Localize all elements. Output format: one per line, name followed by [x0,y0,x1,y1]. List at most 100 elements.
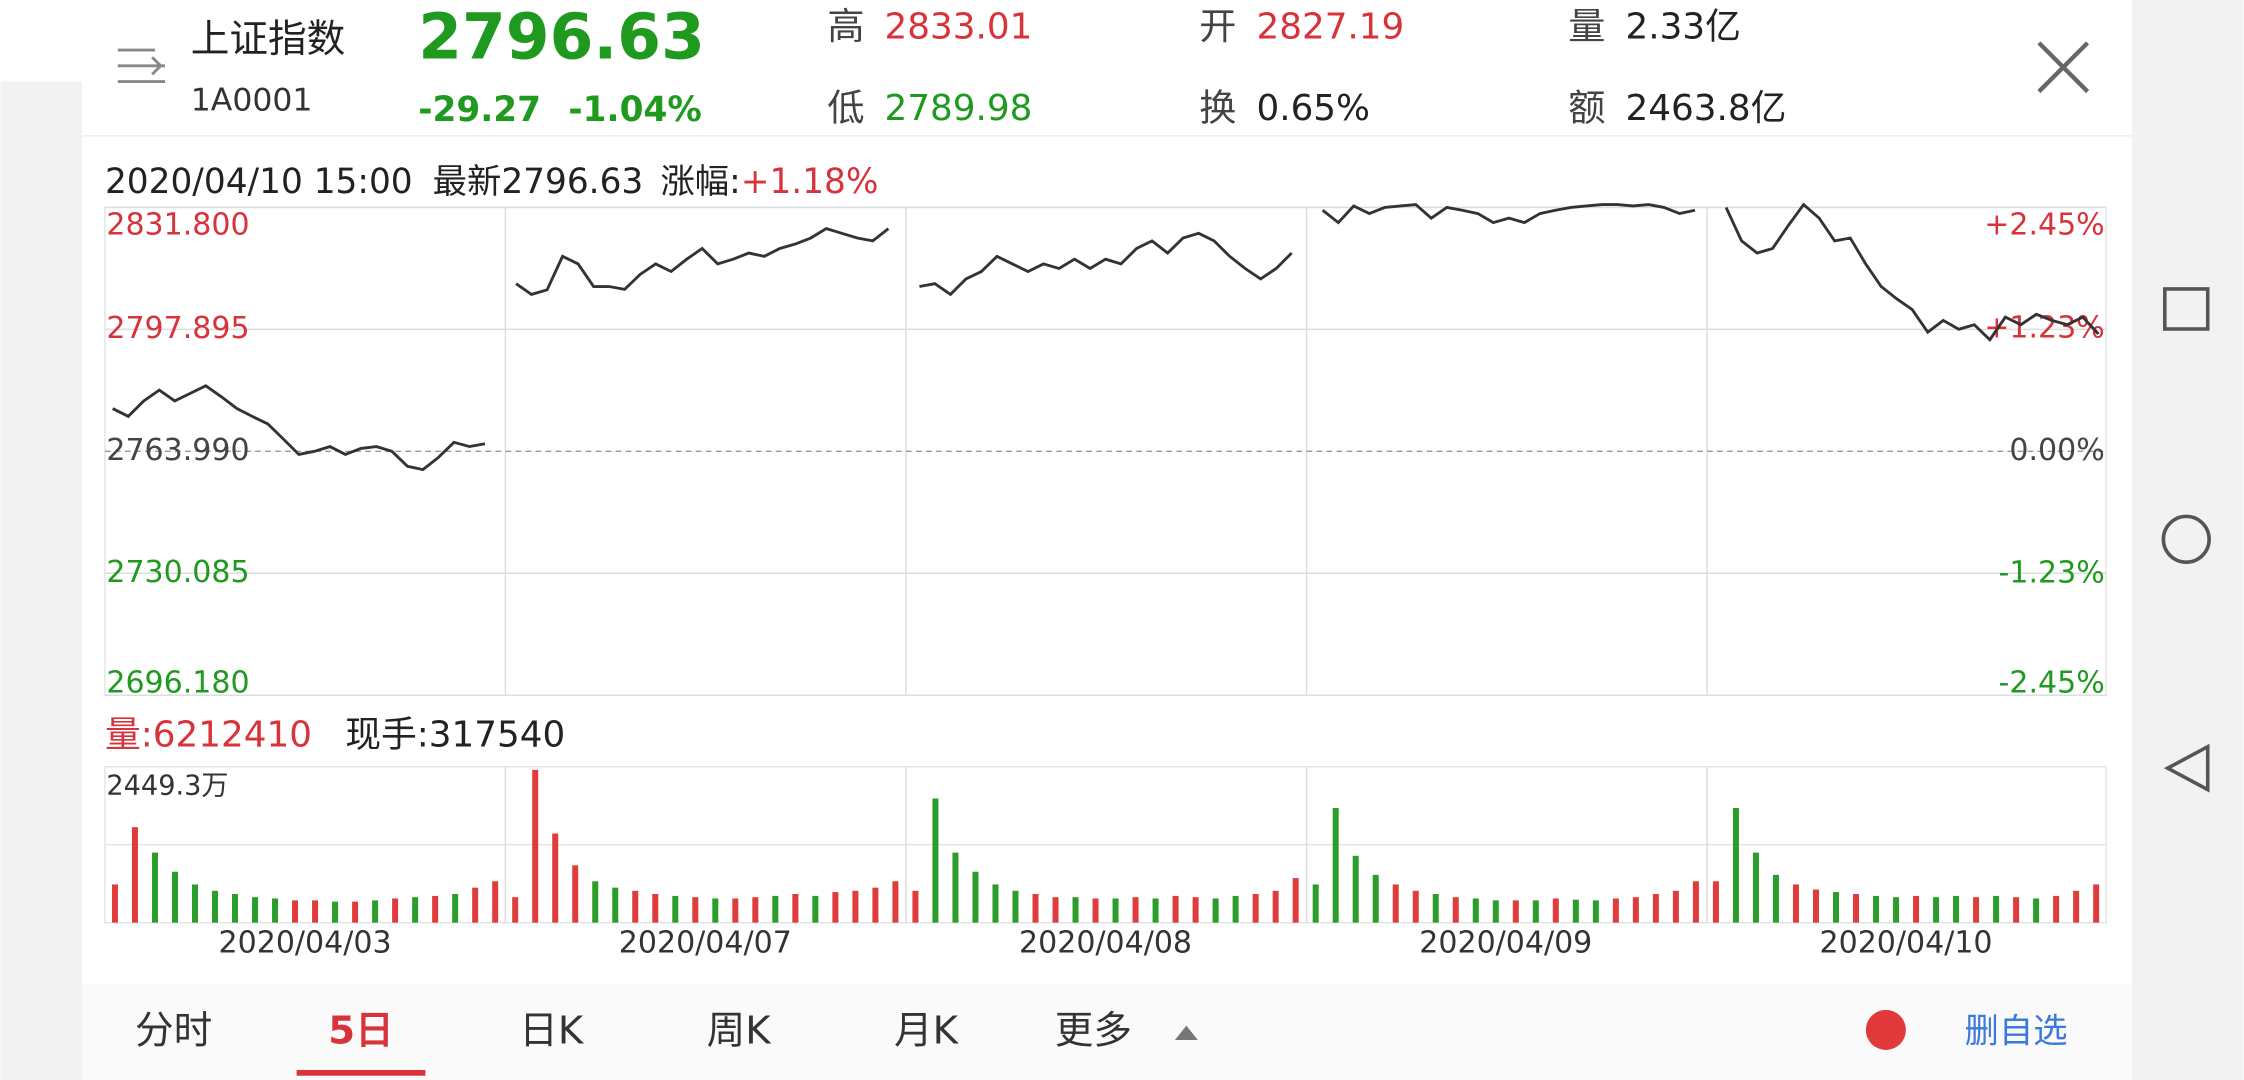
tab-underline [296,1069,426,1076]
volume-bar [1352,855,1359,923]
volume-bar [392,898,399,923]
y2-tick-label: 0.00% [2009,433,2104,468]
volume-bar [812,895,819,923]
volume-bar [1392,884,1399,923]
volume-bar [212,890,219,923]
volume-bar [1853,894,1860,923]
volume-bar [532,769,539,923]
volume-bar [912,890,919,923]
tab-bar [82,984,2132,1080]
volume-bar [1632,897,1639,923]
stat-value: 2789.98 [885,88,1033,129]
y-tick-label: 2696.180 [106,665,249,700]
volume-bar [1452,897,1459,923]
volume-bar [1412,890,1419,923]
info-change_label: 涨幅: [660,162,740,202]
nav-home[interactable] [2161,514,2211,564]
volume-bar [632,890,639,923]
stat-value: 2827.19 [1256,7,1404,48]
volume-bar [1052,897,1059,923]
volume-bar [1272,890,1279,923]
tab[interactable]: 更多 [1055,1008,1132,1053]
tab[interactable]: 日K [519,1008,585,1053]
change: -29.27 [418,90,541,130]
tab[interactable]: 分时 [135,1008,212,1053]
volume-bar [1913,895,1920,923]
volume-bar [1893,897,1900,923]
volume-bar [1432,894,1439,923]
volume-bar [1532,900,1539,923]
volume-bar [332,901,339,923]
volume-bar [1032,894,1039,923]
y2-tick-label: +1.23% [1984,310,2105,345]
volume-bar [1652,894,1659,923]
volume-bar [2073,890,2080,923]
close-button[interactable] [2037,41,2090,94]
volume-bar [1192,897,1199,923]
volume-bar [1512,900,1519,923]
price: 2796.63 [418,1,705,74]
stat-value: 2833.01 [885,7,1033,48]
volume-bar [612,887,619,923]
nav-back[interactable] [2163,743,2210,793]
stat-label: 高 [827,4,864,48]
date-label: 2020/04/03 [219,926,392,961]
plot-frame [104,206,2107,696]
nav-recent[interactable] [2163,287,2210,331]
volume-bar [412,897,419,923]
volume-bar [1292,878,1299,923]
volume-bar [512,897,519,923]
y-tick-label: 2797.895 [106,311,249,346]
volume-bar [171,871,178,923]
stat-label: 开 [1199,4,1236,48]
volume-bar [492,881,499,923]
tab[interactable]: 周K [707,1008,773,1053]
volume-bar [2093,884,2100,923]
volume-bar [772,895,779,923]
volume-bar [1492,900,1499,923]
y-tick-label: 2730.085 [106,555,249,590]
favorite-dot [1865,1009,1906,1050]
tab[interactable]: 月K [894,1008,960,1053]
tab[interactable]: 5日 [328,1008,393,1053]
volume-bar [1212,898,1219,923]
y2-tick-label: +2.45% [1984,208,2105,243]
menu-icon[interactable] [117,48,166,83]
volume-bar [1152,898,1159,923]
volume-bar [1792,884,1799,923]
volume-bar [712,898,719,923]
stat-label: 换 [1199,86,1236,130]
volume-title: 量:6212410 [105,715,312,756]
stat-label: 量 [1568,4,1605,48]
volume-bar [1172,895,1179,923]
volume-bar [472,887,479,923]
volume-bar [1372,874,1379,923]
volume-bar [151,852,158,923]
volume-bar [852,890,859,923]
stat-value: 2463.8亿 [1626,88,1787,129]
date-label: 2020/04/09 [1419,926,1592,961]
volume-bar [1752,852,1759,923]
volume-bar [1953,895,1960,923]
volume-bar [1012,890,1019,923]
remove-favorite[interactable]: 删自选 [1965,1011,2068,1051]
volume-bar [1772,874,1779,923]
volume-bar [2013,897,2020,923]
volume-bar [572,865,579,923]
volume-bar [452,894,459,923]
stat-value: 0.65% [1256,88,1370,129]
volume-bar [272,898,279,923]
info-time: 2020/04/10 15:00 [105,162,413,202]
volume-bar [372,900,379,923]
info-latest: 最新2796.63 [433,162,644,202]
volume-bar [111,884,118,923]
change-pct: -1.04% [568,90,701,130]
volume-bar [1232,895,1239,923]
volume-bar [1572,899,1579,923]
stock-name: 上证指数 [191,17,345,62]
volume-bar [1592,900,1599,923]
date-label: 2020/04/08 [1019,926,1192,961]
volume-bar [932,798,939,923]
stat-value: 2.33亿 [1626,7,1741,48]
volume-bar [191,884,198,923]
